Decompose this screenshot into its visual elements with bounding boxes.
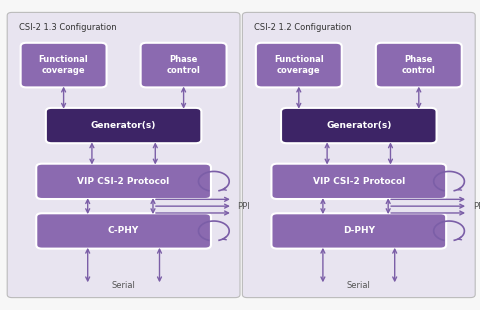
FancyBboxPatch shape bbox=[281, 108, 437, 143]
FancyBboxPatch shape bbox=[21, 43, 107, 87]
FancyBboxPatch shape bbox=[36, 164, 211, 199]
FancyBboxPatch shape bbox=[376, 43, 462, 87]
Text: CSI-2 1.2 Configuration: CSI-2 1.2 Configuration bbox=[254, 23, 352, 32]
Text: Generator(s): Generator(s) bbox=[91, 121, 156, 130]
Text: Phase
control: Phase control bbox=[167, 55, 201, 75]
Text: PPI: PPI bbox=[473, 202, 480, 211]
FancyBboxPatch shape bbox=[272, 164, 446, 199]
FancyBboxPatch shape bbox=[272, 213, 446, 249]
Text: Serial: Serial bbox=[112, 281, 135, 290]
Text: D-PHY: D-PHY bbox=[343, 226, 375, 236]
Text: Phase
control: Phase control bbox=[402, 55, 436, 75]
Text: PPI: PPI bbox=[238, 202, 251, 211]
Text: Generator(s): Generator(s) bbox=[326, 121, 392, 130]
FancyBboxPatch shape bbox=[36, 213, 211, 249]
FancyBboxPatch shape bbox=[141, 43, 227, 87]
Text: Serial: Serial bbox=[347, 281, 371, 290]
Text: Functional
coverage: Functional coverage bbox=[39, 55, 88, 75]
Text: C-PHY: C-PHY bbox=[108, 226, 139, 236]
FancyBboxPatch shape bbox=[242, 12, 475, 298]
FancyBboxPatch shape bbox=[7, 12, 240, 298]
Text: VIP CSI-2 Protocol: VIP CSI-2 Protocol bbox=[77, 177, 170, 186]
FancyBboxPatch shape bbox=[46, 108, 202, 143]
FancyBboxPatch shape bbox=[256, 43, 342, 87]
Text: VIP CSI-2 Protocol: VIP CSI-2 Protocol bbox=[312, 177, 405, 186]
Text: CSI-2 1.3 Configuration: CSI-2 1.3 Configuration bbox=[19, 23, 117, 32]
Text: Functional
coverage: Functional coverage bbox=[274, 55, 324, 75]
